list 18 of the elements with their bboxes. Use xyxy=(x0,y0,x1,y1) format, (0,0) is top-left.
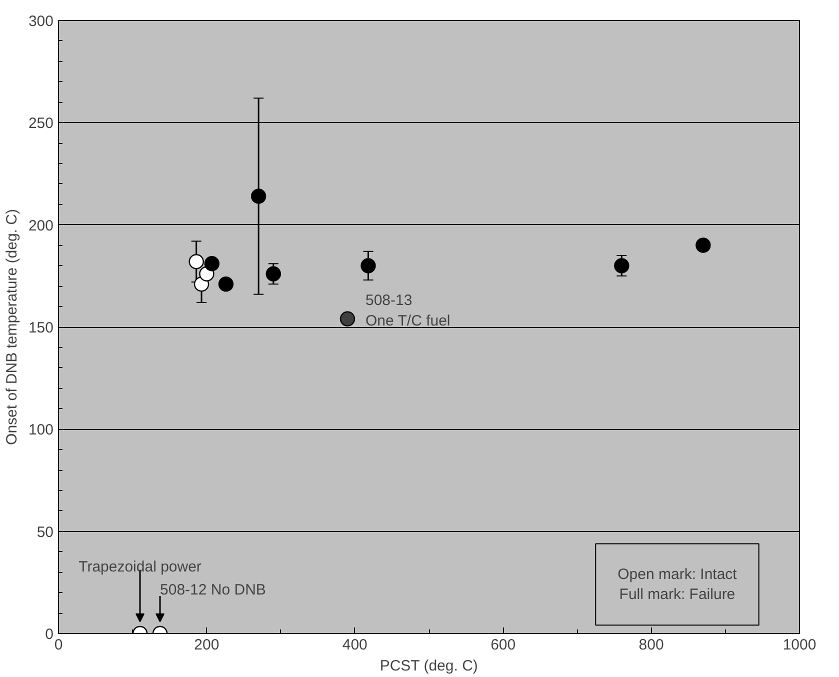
annotation: 508-12 No DNB xyxy=(160,582,266,598)
x-axis-title: PCST (deg. C) xyxy=(380,658,478,674)
y-tick-label: 250 xyxy=(28,115,54,132)
annotation: Open mark: Intact Full mark: Failure xyxy=(618,566,738,604)
x-tick-label: 200 xyxy=(194,636,220,654)
y-tick-label: 100 xyxy=(28,422,54,439)
y-tick-label: 0 xyxy=(45,626,54,643)
annotation: Trapezoidal power xyxy=(78,558,202,576)
x-tick-label: 600 xyxy=(490,636,516,654)
y-tick-label: 150 xyxy=(28,320,54,336)
y-tick-label: 300 xyxy=(28,13,54,30)
annotation: 508-13 One T/C fuel xyxy=(365,292,450,330)
x-tick-label: 1000 xyxy=(782,636,816,654)
y-tick-label: 200 xyxy=(28,217,54,234)
x-tick-label: 800 xyxy=(638,636,664,654)
x-tick-label: 400 xyxy=(342,636,368,654)
y-tick-label: 50 xyxy=(36,524,54,541)
y-axis-title: Onset of DNB temperature (deg. C) xyxy=(3,209,20,445)
